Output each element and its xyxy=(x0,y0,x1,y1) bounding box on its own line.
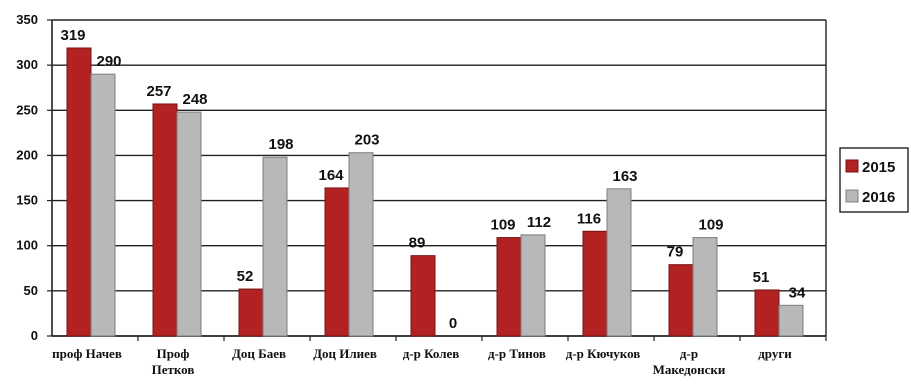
bar-2015 xyxy=(754,289,780,337)
bar-2016 xyxy=(90,73,116,337)
bar-2016 xyxy=(778,304,804,337)
data-label-2015: 257 xyxy=(146,83,171,100)
data-label-2015: 51 xyxy=(753,269,770,286)
bar-2016 xyxy=(348,152,374,337)
data-label-2016: 112 xyxy=(527,214,551,231)
bar-2015 xyxy=(496,237,522,337)
bar-2015 xyxy=(152,103,178,337)
y-tick-label: 50 xyxy=(24,283,38,298)
data-label-2016: 203 xyxy=(354,132,379,149)
data-label-2015: 164 xyxy=(318,167,344,184)
legend: 2015 2016 xyxy=(839,147,909,213)
data-label-2016: 290 xyxy=(96,53,121,70)
bar-2015 xyxy=(410,255,436,337)
data-label-2016: 163 xyxy=(612,168,637,185)
y-tick-label: 0 xyxy=(31,328,38,343)
bar-2016 xyxy=(692,237,718,337)
data-label-2015: 89 xyxy=(409,235,426,252)
x-tick-label: д-р Колев xyxy=(403,346,460,361)
x-tick-label: Доц Баев xyxy=(232,346,286,361)
legend-label-2016: 2016 xyxy=(862,189,895,206)
data-label-2015: 116 xyxy=(577,210,601,227)
bar-2015 xyxy=(668,264,694,337)
legend-label-2015: 2015 xyxy=(862,159,895,176)
x-tick-label: проф Начев xyxy=(52,346,122,361)
x-tick-label: д-р Кючуков xyxy=(566,346,641,361)
legend-swatch-2016 xyxy=(845,189,859,203)
y-tick-label: 100 xyxy=(16,238,38,253)
bar-2016 xyxy=(176,111,202,337)
axes: 0 50 100 150 200 250 300 350 проф Начев Проф Петко… xyxy=(16,12,827,377)
bar-2016 xyxy=(520,234,546,337)
y-tick-label: 200 xyxy=(16,147,38,162)
y-tick-label: 300 xyxy=(16,57,38,72)
bar-2015 xyxy=(238,288,264,337)
y-tick-label: 150 xyxy=(16,193,38,208)
y-tick-label: 350 xyxy=(16,12,38,27)
bar-2016 xyxy=(606,188,632,337)
data-labels: 319 290 257 248 52 198 164 203 89 0 109 112 116 163 79… xyxy=(60,27,806,332)
data-label-2016: 34 xyxy=(789,284,806,301)
data-label-2015: 52 xyxy=(237,268,254,285)
bars xyxy=(66,47,804,337)
data-label-2015: 319 xyxy=(60,27,85,44)
bar-2015 xyxy=(582,230,608,337)
data-label-2016: 248 xyxy=(182,91,207,108)
bar-2015 xyxy=(324,187,350,337)
legend-swatch-2015 xyxy=(845,159,859,173)
x-tick-label: други xyxy=(758,346,792,361)
y-tick-label: 250 xyxy=(16,102,38,117)
x-tick-label: Доц Илиев xyxy=(313,346,377,361)
data-label-2016: 198 xyxy=(268,136,293,153)
x-tick-label: д-р Тинов xyxy=(488,346,546,361)
bar-2016 xyxy=(262,156,288,337)
bar-2015 xyxy=(66,47,92,337)
x-tick-label: Проф Петков xyxy=(152,346,195,377)
data-label-2015: 79 xyxy=(667,244,684,261)
data-label-2015: 109 xyxy=(490,217,515,234)
x-tick-label: д-р Македонски xyxy=(653,346,726,377)
data-label-2016: 109 xyxy=(698,217,723,234)
data-label-2016: 0 xyxy=(449,315,457,332)
